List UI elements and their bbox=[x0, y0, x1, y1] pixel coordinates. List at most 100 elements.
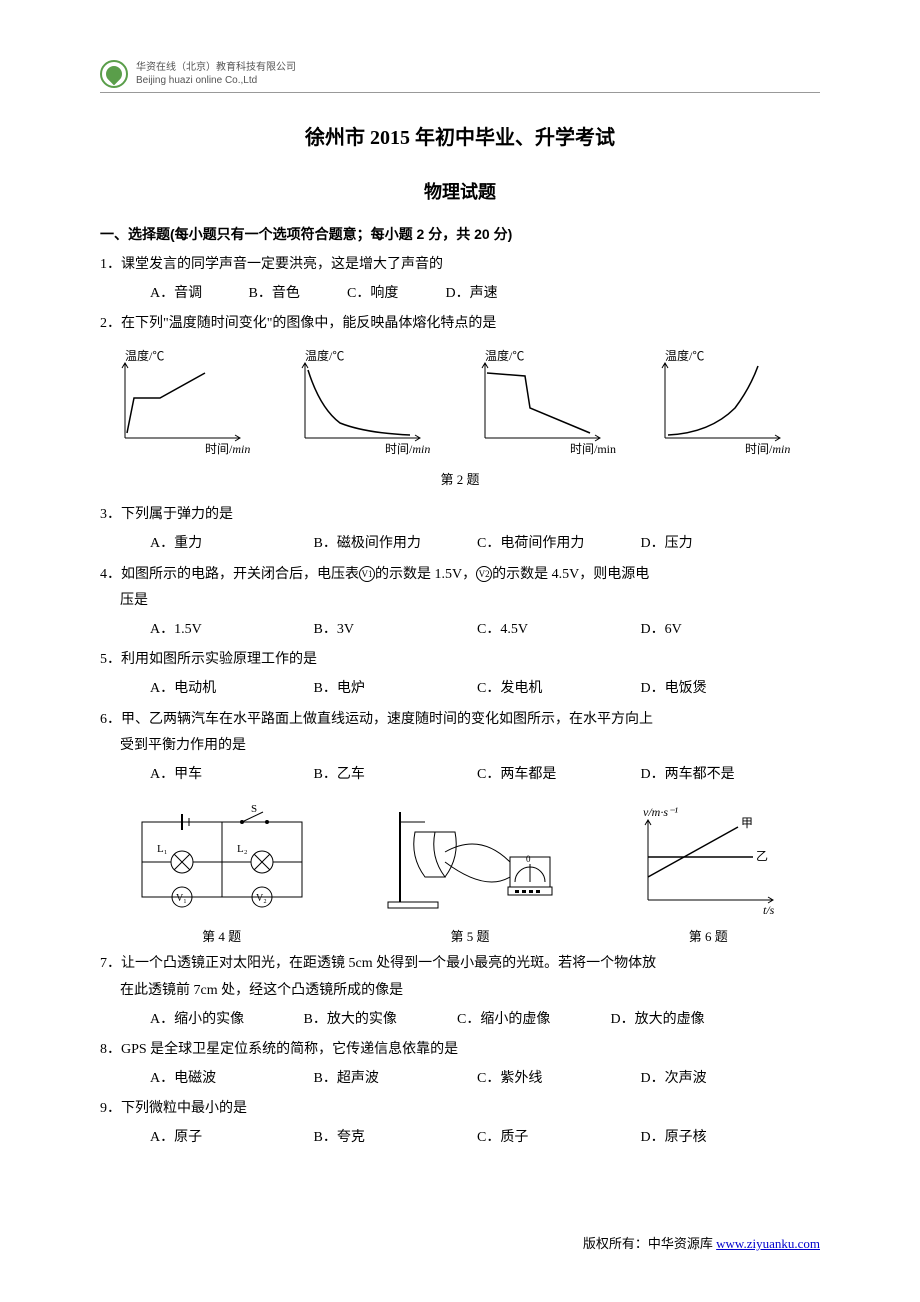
q2-chart-c: 温度/℃ 时间/min bbox=[470, 348, 630, 458]
q9-text: 9．下列微粒中最小的是 bbox=[100, 1096, 820, 1123]
q4-opt-c: C．4.5V bbox=[477, 617, 637, 644]
logo-icon bbox=[100, 60, 128, 88]
q3-opt-c: C．电荷间作用力 bbox=[477, 531, 637, 558]
q8-opt-c: C．紫外线 bbox=[477, 1066, 637, 1093]
q8-opt-d: D．次声波 bbox=[641, 1066, 741, 1093]
q6-opt-b: B．乙车 bbox=[314, 762, 474, 789]
section-1-title: 一、选择题(每小题只有一个选项符合题意；每小题 2 分，共 20 分) bbox=[100, 224, 820, 244]
q7-text1: 7．让一个凸透镜正对太阳光，在距透镜 5cm 处得到一个最小最亮的光斑。若将一个… bbox=[100, 951, 820, 978]
q9-opt-a: A．原子 bbox=[150, 1125, 310, 1152]
q7-opt-b: B．放大的实像 bbox=[304, 1007, 454, 1034]
generator-experiment-icon: 0 bbox=[370, 802, 570, 922]
question-9: 9．下列微粒中最小的是 A．原子 B．夸克 C．质子 D．原子核 bbox=[100, 1096, 820, 1151]
q7-opt-c: C．缩小的虚像 bbox=[457, 1007, 607, 1034]
q6-text1: 6．甲、乙两辆汽车在水平路面上做直线运动，速度随时间的变化如图所示，在水平方向上 bbox=[100, 707, 820, 734]
q9-opt-b: B．夸克 bbox=[314, 1125, 474, 1152]
q4-text-a: 4．如图所示的电路，开关闭合后，电压表 bbox=[100, 567, 359, 582]
q1-text: 1．课堂发言的同学声音一定要洪亮，这是增大了声音的 bbox=[100, 252, 820, 279]
q1-opt-c: C．响度 bbox=[347, 281, 442, 308]
q2-chart-a: 温度/℃ 时间/min bbox=[110, 348, 270, 458]
circuit-diagram-icon: S L₁ L₂ V₁ bbox=[127, 802, 317, 922]
q6-opt-a: A．甲车 bbox=[150, 762, 310, 789]
q2-chart-b: 温度/℃ 时间/min bbox=[290, 348, 450, 458]
q1-opt-a: A．音调 bbox=[150, 281, 245, 308]
svg-text:温度/℃: 温度/℃ bbox=[125, 348, 164, 363]
q2-chart-d: 温度/℃ 时间/min bbox=[650, 348, 810, 458]
company-cn: 华资在线（北京）教育科技有限公司 bbox=[136, 61, 296, 74]
q1-opt-d: D．声速 bbox=[446, 281, 541, 308]
svg-text:t/s: t/s bbox=[763, 903, 775, 917]
question-4: 4．如图所示的电路，开关闭合后，电压表V1的示数是 1.5V，V2的示数是 4.… bbox=[100, 562, 820, 644]
q2-text: 2．在下列"温度随时间变化"的图像中，能反映晶体熔化特点的是 bbox=[100, 311, 820, 338]
q4-opt-a: A．1.5V bbox=[150, 617, 310, 644]
q4-opt-d: D．6V bbox=[641, 617, 741, 644]
question-2: 2．在下列"温度随时间变化"的图像中，能反映晶体熔化特点的是 温度/℃ 时间/m… bbox=[100, 311, 820, 492]
q3-text: 3．下列属于弹力的是 bbox=[100, 502, 820, 529]
q6-opt-c: C．两车都是 bbox=[477, 762, 637, 789]
page-footer: 版权所有：中华资源库 www.ziyuanku.com bbox=[583, 1233, 820, 1252]
question-7: 7．让一个凸透镜正对太阳光，在距透镜 5cm 处得到一个最小最亮的光斑。若将一个… bbox=[100, 951, 820, 1033]
footer-prefix: 版权所有：中华资源库 bbox=[583, 1236, 716, 1251]
q5-opt-d: D．电饭煲 bbox=[641, 676, 741, 703]
q9-opt-c: C．质子 bbox=[477, 1125, 637, 1152]
svg-text:时间/min: 时间/min bbox=[205, 442, 250, 456]
q3-opt-d: D．压力 bbox=[641, 531, 741, 558]
v2-icon: V2 bbox=[476, 566, 492, 582]
q2-caption: 第 2 题 bbox=[100, 468, 820, 493]
q4-text-d: 压是 bbox=[100, 588, 820, 615]
svg-text:v/m·s⁻¹: v/m·s⁻¹ bbox=[643, 805, 678, 819]
svg-text:温度/℃: 温度/℃ bbox=[305, 348, 344, 363]
q6-text2: 受到平衡力作用的是 bbox=[100, 733, 820, 760]
question-1: 1．课堂发言的同学声音一定要洪亮，这是增大了声音的 A．音调 B．音色 C．响度… bbox=[100, 252, 820, 307]
svg-text:时间/min: 时间/min bbox=[745, 442, 790, 456]
question-5: 5．利用如图所示实验原理工作的是 A．电动机 B．电炉 C．发电机 D．电饭煲 bbox=[100, 647, 820, 702]
q5-text: 5．利用如图所示实验原理工作的是 bbox=[100, 647, 820, 674]
svg-text:L₂: L₂ bbox=[237, 843, 248, 855]
q9-opt-d: D．原子核 bbox=[641, 1125, 741, 1152]
q7-opt-a: A．缩小的实像 bbox=[150, 1007, 300, 1034]
figure-6-label: 第 6 题 bbox=[623, 926, 793, 945]
question-3: 3．下列属于弹力的是 A．重力 B．磁极间作用力 C．电荷间作用力 D．压力 bbox=[100, 502, 820, 557]
header-company: 华资在线（北京）教育科技有限公司 Beijing huazi online Co… bbox=[136, 61, 296, 87]
figure-4: S L₁ L₂ V₁ bbox=[127, 802, 317, 945]
svg-text:L₁: L₁ bbox=[157, 843, 168, 855]
sub-title: 物理试题 bbox=[100, 178, 820, 204]
q4-text: 4．如图所示的电路，开关闭合后，电压表V1的示数是 1.5V，V2的示数是 4.… bbox=[100, 562, 820, 589]
q7-opt-d: D．放大的虚像 bbox=[611, 1007, 761, 1034]
svg-text:时间/min: 时间/min bbox=[570, 442, 616, 456]
page-header: 华资在线（北京）教育科技有限公司 Beijing huazi online Co… bbox=[100, 60, 820, 93]
footer-link[interactable]: www.ziyuanku.com bbox=[716, 1236, 820, 1251]
svg-text:温度/℃: 温度/℃ bbox=[485, 348, 524, 363]
figure-6: v/m·s⁻¹ t/s 甲 乙 第 6 题 bbox=[623, 802, 793, 945]
q4-text-c: 的示数是 4.5V，则电源电 bbox=[492, 567, 649, 582]
svg-text:S: S bbox=[251, 803, 257, 815]
question-8: 8．GPS 是全球卫星定位系统的简称，它传递信息依靠的是 A．电磁波 B．超声波… bbox=[100, 1037, 820, 1092]
svg-text:时间/min: 时间/min bbox=[385, 442, 430, 456]
svg-text:甲: 甲 bbox=[741, 816, 753, 830]
q8-opt-a: A．电磁波 bbox=[150, 1066, 310, 1093]
q8-text: 8．GPS 是全球卫星定位系统的简称，它传递信息依靠的是 bbox=[100, 1037, 820, 1064]
svg-text:温度/℃: 温度/℃ bbox=[665, 348, 704, 363]
v1-icon: V1 bbox=[359, 566, 375, 582]
q2-charts: 温度/℃ 时间/min 温度/℃ 时间/min 温度/℃ bbox=[100, 348, 820, 458]
svg-text:0: 0 bbox=[526, 854, 531, 864]
q1-opt-b: B．音色 bbox=[249, 281, 344, 308]
question-6: 6．甲、乙两辆汽车在水平路面上做直线运动，速度随时间的变化如图所示，在水平方向上… bbox=[100, 707, 820, 789]
svg-text:V₂: V₂ bbox=[256, 893, 267, 904]
vt-chart-icon: v/m·s⁻¹ t/s 甲 乙 bbox=[623, 802, 793, 922]
q6-opt-d: D．两车都不是 bbox=[641, 762, 741, 789]
main-title: 徐州市 2015 年初中毕业、升学考试 bbox=[100, 121, 820, 150]
q5-opt-b: B．电炉 bbox=[314, 676, 474, 703]
q5-opt-c: C．发电机 bbox=[477, 676, 637, 703]
figure-5: 0 第 5 题 bbox=[370, 802, 570, 945]
svg-text:乙: 乙 bbox=[756, 849, 768, 863]
q4-opt-b: B．3V bbox=[314, 617, 474, 644]
figures-row: S L₁ L₂ V₁ bbox=[100, 802, 820, 945]
figure-4-label: 第 4 题 bbox=[127, 926, 317, 945]
q8-opt-b: B．超声波 bbox=[314, 1066, 474, 1093]
q3-opt-a: A．重力 bbox=[150, 531, 310, 558]
q4-text-b: 的示数是 1.5V， bbox=[375, 567, 476, 582]
q5-opt-a: A．电动机 bbox=[150, 676, 310, 703]
q7-text2: 在此透镜前 7cm 处，经这个凸透镜所成的像是 bbox=[100, 978, 820, 1005]
svg-text:V₁: V₁ bbox=[176, 893, 187, 904]
